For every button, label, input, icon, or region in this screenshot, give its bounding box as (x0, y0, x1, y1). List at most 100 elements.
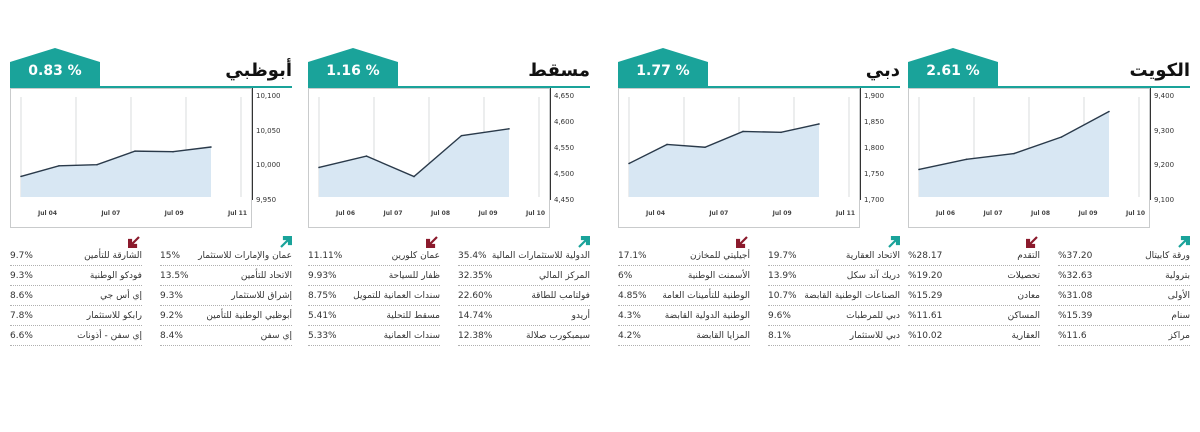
y-tick-label: 10,100 (256, 92, 281, 100)
y-tick-label: 1,750 (864, 170, 885, 178)
gainer-row: مراكز %11.6 (1058, 326, 1190, 346)
losers-arrow-icon (127, 233, 140, 249)
stock-name: معادن (1017, 291, 1040, 301)
gainers-list: عمان والإمارات للاستثمار 15% الاتحاد للتأم… (160, 246, 292, 346)
stock-change: 19.7% (768, 251, 797, 261)
stock-change: 8.6% (10, 291, 33, 301)
stock-name: دريك آند سكل (846, 271, 900, 281)
series-line (628, 123, 820, 165)
data-point (1013, 152, 1015, 155)
losers-arrow-icon (735, 233, 748, 249)
stock-change: 8.1% (768, 331, 791, 341)
stock-change: 9.3% (10, 271, 33, 281)
stock-change: 5.41% (308, 311, 337, 321)
gainers-arrow-icon (578, 233, 591, 248)
change-badge: % 0.83 (10, 48, 100, 88)
y-axis-line (860, 88, 861, 200)
data-point (918, 168, 920, 171)
gainer-row: سنام %15.39 (1058, 306, 1190, 326)
stock-name: سندات العمانية (383, 331, 440, 341)
y-tick-label: 4,500 (554, 170, 575, 178)
city-name: دبي (865, 60, 900, 81)
stock-change: 22.60% (458, 291, 493, 301)
city-name: الكويت (1129, 60, 1191, 81)
loser-row: سندات العمانية 5.33% (308, 326, 440, 346)
stock-change: 35.4% (458, 251, 487, 261)
gainer-row: أبوظبي الوطنية للتأمين 9.2% (160, 306, 292, 326)
stock-name: الدولية للاستثمارات المالية (491, 251, 590, 261)
data-point (413, 175, 415, 178)
data-point (818, 123, 820, 125)
data-point (628, 162, 630, 165)
panel-header: % 1.77 دبي (618, 48, 900, 88)
change-value: % 1.16 (326, 63, 380, 79)
y-tick-label: 4,650 (554, 92, 575, 100)
chart-frame (618, 88, 860, 228)
stock-name: سيمبكورب صلالة (525, 331, 590, 341)
data-point (58, 165, 60, 167)
losers-list: التقدم %28.17 تحصيلات %19.20 معادن %15.29 المس… (908, 246, 1040, 346)
gainer-row: الصناعات الوطنية القابضة 10.7% (768, 286, 900, 306)
stock-name: إي أس جي (100, 291, 142, 301)
y-tick-label: 1,700 (864, 196, 885, 204)
data-point (172, 150, 174, 153)
loser-row: المساكن %11.61 (908, 306, 1040, 326)
stock-name: عمان والإمارات للاستثمار (198, 251, 292, 261)
stock-change: 4.85% (618, 291, 647, 301)
series-line (20, 146, 212, 178)
gainer-row: دريك آند سكل 13.9% (768, 266, 900, 286)
stock-change: 4.3% (618, 311, 641, 321)
stock-name: بترولية (1165, 271, 1190, 281)
panel-abudhabi: % 0.83 أبوظبي 10,100 10,050 10,000 9,950 Jul 0… (10, 48, 293, 348)
panel-muscat: % 1.16 مسقط 4,650 4,600 4,550 4,500 4,450 Jul 0… (308, 48, 591, 348)
stock-change: 17.1% (618, 251, 647, 261)
data-point (780, 131, 782, 134)
stock-change: %10.02 (908, 331, 943, 341)
gainer-row: الدولية للاستثمارات المالية 35.4% (458, 246, 590, 266)
x-tick-label: Jul 11 (228, 210, 247, 217)
stock-name: فولتامب للطاقة (531, 291, 590, 301)
city-name: مسقط (528, 60, 590, 81)
x-tick-label: Jul 08 (431, 210, 450, 217)
gainer-row: سيمبكورب صلالة 12.38% (458, 326, 590, 346)
chart-svg (318, 97, 540, 197)
stock-change: 8.4% (160, 331, 183, 341)
data-point (20, 175, 22, 178)
y-tick-label: 9,100 (1154, 196, 1175, 204)
stock-name: ورقة كابيتال (1145, 251, 1190, 261)
gainer-row: إي سفن 8.4% (160, 326, 292, 346)
loser-row: إي سفن - أذونات 6.6% (10, 326, 142, 346)
stock-change: %11.61 (908, 311, 943, 321)
stock-change: 9.7% (10, 251, 33, 261)
losers-list: الشارقة للتأمين 9.7% فودكو الوطنية 9.3% إي أ… (10, 246, 142, 346)
stock-name: مسقط للتحلية (386, 311, 440, 321)
stock-name: سنام (1171, 311, 1190, 321)
chart-frame (908, 88, 1150, 228)
data-point (460, 134, 463, 137)
chart-frame (10, 88, 252, 228)
stock-name: عمان كلورين (391, 251, 440, 261)
x-tick-label: Jul 11 (836, 210, 855, 217)
stock-name: إشراق للاستثمار (231, 291, 292, 301)
data-point (210, 146, 212, 148)
stock-name: المزايا القابضة (696, 331, 750, 341)
stock-change: %19.20 (908, 271, 943, 281)
stock-name: الأسمنت الوطنية (687, 271, 750, 281)
data-point (318, 166, 320, 169)
x-tick-label: Jul 09 (478, 210, 498, 217)
stock-name: إي سفن (260, 331, 292, 341)
stock-change: 9.2% (160, 311, 183, 321)
data-point (666, 143, 668, 146)
y-tick-label: 1,800 (864, 144, 885, 152)
stock-change: 9.3% (160, 291, 183, 301)
stock-name: دبي للمرطبات (846, 311, 900, 321)
stock-change: %31.08 (1058, 291, 1093, 301)
data-point (704, 146, 706, 149)
stock-name: تحصيلات (1007, 271, 1040, 281)
stock-name: العقارية (1011, 331, 1040, 341)
stock-name: فودكو الوطنية (89, 271, 142, 281)
x-tick-label: Jul 04 (38, 210, 57, 217)
y-tick-label: 9,400 (1154, 92, 1175, 100)
loser-row: المزايا القابضة 4.2% (618, 326, 750, 346)
header-rule (908, 86, 1190, 88)
